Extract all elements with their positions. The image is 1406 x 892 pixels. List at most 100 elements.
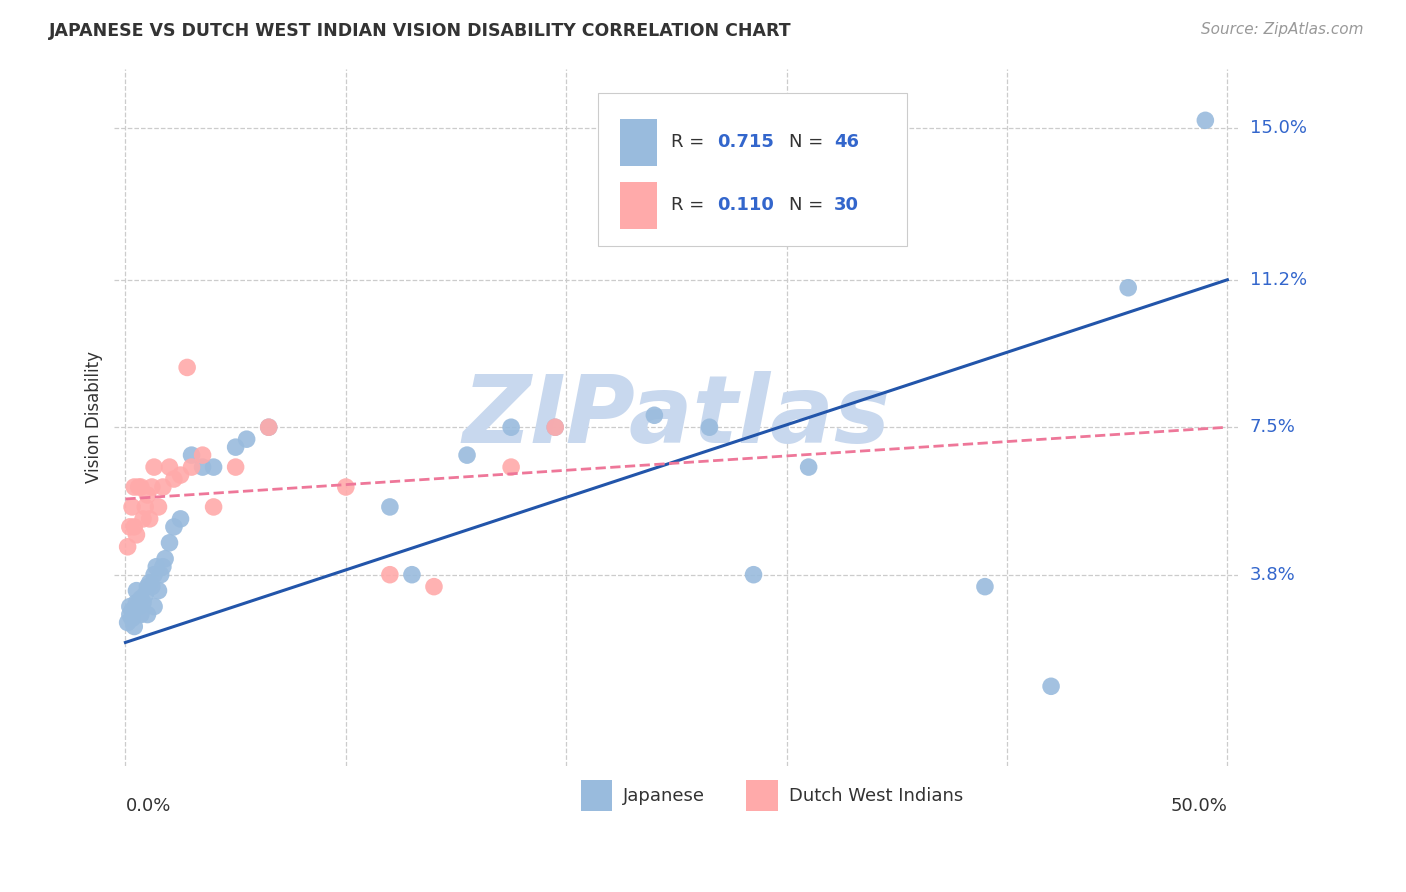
Point (225, 440, 247, 454)
Point (378, 500, 401, 514)
Bar (620, 181, 657, 229)
Text: 0.110: 0.110 (717, 195, 773, 213)
Point (134, 588, 156, 602)
Point (643, 409, 665, 423)
Point (121, 500, 143, 514)
Point (169, 512, 191, 526)
Point (225, 460, 247, 475)
Point (132, 512, 155, 526)
Point (159, 460, 181, 475)
Point (141, 580, 163, 594)
Point (143, 567, 166, 582)
Point (138, 512, 160, 526)
Point (117, 540, 139, 554)
Point (163, 472, 186, 486)
Point (136, 580, 159, 594)
Point (125, 528, 148, 542)
Point (143, 599, 166, 614)
Bar (581, 780, 613, 812)
Point (128, 599, 150, 614)
Point (138, 575, 160, 590)
Text: 50.0%: 50.0% (1171, 797, 1227, 814)
Text: N =: N = (789, 195, 828, 213)
Text: 0.715: 0.715 (717, 133, 773, 151)
Bar (747, 780, 778, 812)
Point (153, 551, 176, 566)
Point (128, 480, 150, 494)
Point (136, 488, 159, 502)
Point (122, 619, 145, 633)
Text: R =: R = (671, 133, 710, 151)
Point (974, 580, 997, 594)
Point (191, 448, 214, 462)
Point (118, 607, 141, 622)
Point (134, 500, 156, 514)
Text: ZIPatlas: ZIPatlas (463, 371, 890, 463)
Point (456, 448, 478, 462)
Point (141, 480, 163, 494)
Point (149, 567, 172, 582)
Text: 30: 30 (834, 195, 859, 213)
Point (1194, 113, 1216, 128)
Point (152, 480, 174, 494)
Text: 0.0%: 0.0% (125, 797, 170, 814)
Point (544, 420, 567, 434)
Point (1040, 679, 1063, 693)
Point (797, 460, 820, 475)
Point (136, 607, 159, 622)
Point (118, 520, 141, 534)
Point (121, 603, 143, 617)
Text: Japanese: Japanese (623, 787, 704, 805)
Point (742, 567, 765, 582)
Point (501, 460, 523, 475)
Point (180, 448, 202, 462)
Point (257, 420, 280, 434)
Point (122, 520, 145, 534)
Point (335, 480, 357, 494)
Point (122, 480, 145, 494)
Point (145, 559, 167, 574)
Point (129, 480, 152, 494)
Text: Dutch West Indians: Dutch West Indians (789, 787, 963, 805)
Text: N =: N = (789, 133, 828, 151)
Point (163, 520, 186, 534)
Point (180, 460, 202, 475)
Point (699, 420, 721, 434)
Point (378, 567, 401, 582)
Point (423, 580, 446, 594)
Point (132, 596, 155, 610)
Point (257, 420, 280, 434)
Point (117, 615, 139, 630)
Point (159, 536, 181, 550)
Point (1116, 281, 1139, 295)
Y-axis label: Vision Disability: Vision Disability (86, 351, 103, 483)
Point (129, 607, 152, 622)
Point (176, 360, 198, 375)
Point (235, 432, 257, 446)
Point (501, 420, 523, 434)
Text: 3.8%: 3.8% (1250, 566, 1295, 583)
Point (202, 500, 225, 514)
Point (202, 460, 225, 475)
Point (125, 583, 148, 598)
Point (148, 583, 170, 598)
Text: 11.2%: 11.2% (1250, 271, 1306, 289)
Text: Source: ZipAtlas.com: Source: ZipAtlas.com (1201, 22, 1364, 37)
Point (125, 596, 148, 610)
Text: JAPANESE VS DUTCH WEST INDIAN VISION DISABILITY CORRELATION CHART: JAPANESE VS DUTCH WEST INDIAN VISION DIS… (49, 22, 792, 40)
Text: 7.5%: 7.5% (1250, 418, 1295, 436)
Text: 46: 46 (834, 133, 859, 151)
Text: R =: R = (671, 195, 710, 213)
Point (191, 460, 214, 475)
Text: 15.0%: 15.0% (1250, 120, 1306, 137)
Point (143, 460, 166, 475)
FancyBboxPatch shape (598, 93, 907, 246)
Point (129, 591, 152, 606)
Bar (620, 119, 657, 166)
Point (169, 468, 191, 483)
Point (544, 420, 567, 434)
Point (148, 500, 170, 514)
Point (152, 559, 174, 574)
Point (118, 599, 141, 614)
Point (401, 567, 423, 582)
